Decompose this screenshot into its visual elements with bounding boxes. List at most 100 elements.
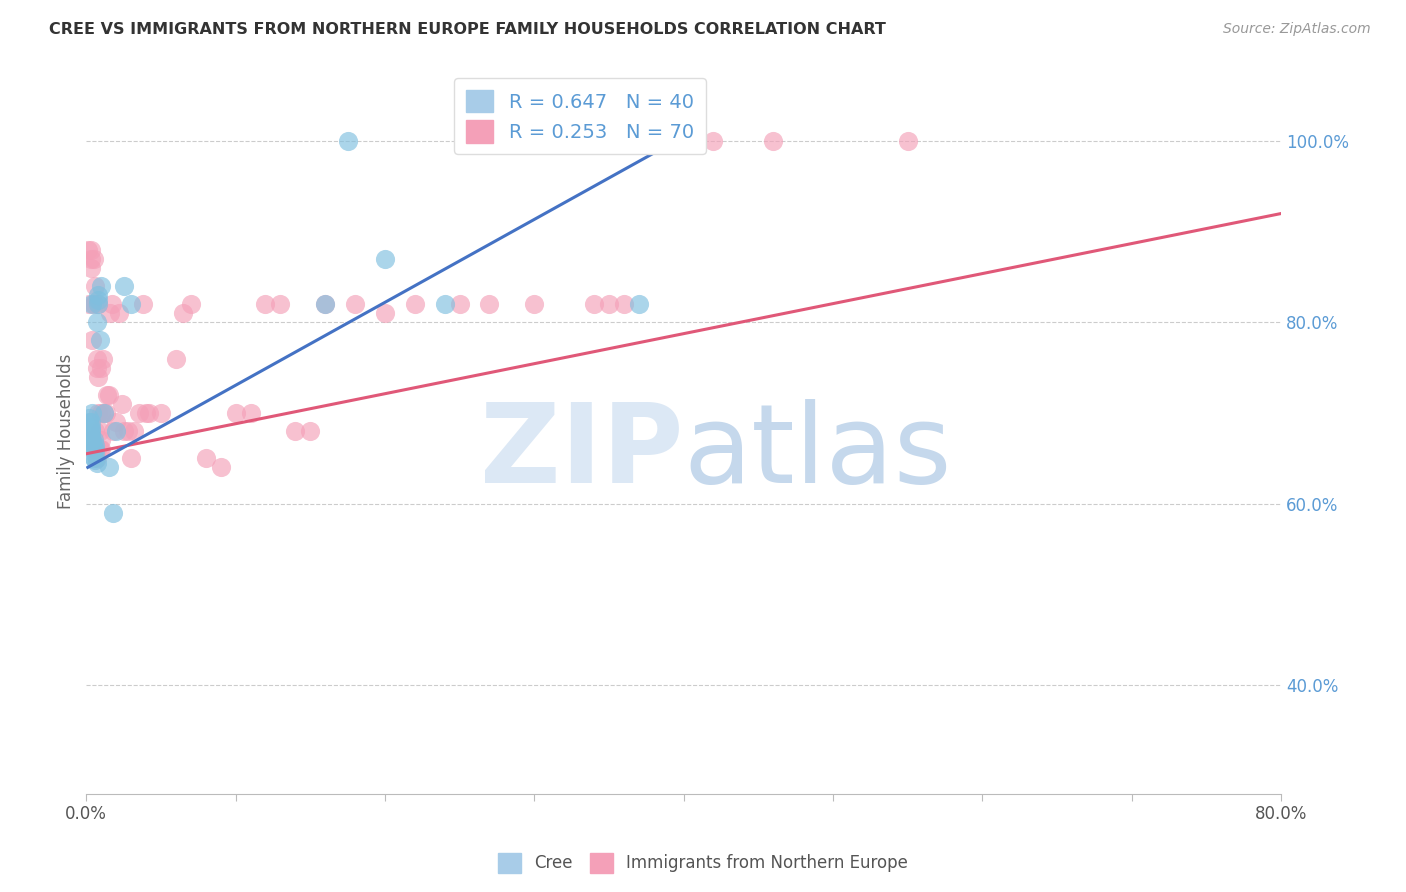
Point [135,406,157,420]
Point [239,406,262,420]
Legend: R = 0.647   N = 40, R = 0.253   N = 70: R = 0.647 N = 40, R = 0.253 N = 70 [454,78,706,154]
Point [582,297,605,311]
Point [82,334,104,348]
Point [87,406,110,420]
Point [165,351,187,366]
Point [83,252,105,266]
Point [84,453,107,467]
Point [100,297,122,311]
Point [582,134,605,148]
Point [93,406,115,420]
Point [77,410,100,425]
Point [112,424,135,438]
Point [93,406,115,420]
Point [90,279,112,293]
Point [84,447,107,461]
Point [90,360,112,375]
Point [86,451,108,466]
Point [80,419,103,434]
Point [82,434,104,449]
Y-axis label: Family Households: Family Households [58,353,75,508]
Point [122,424,145,438]
Point [897,134,920,148]
Point [128,406,150,420]
Point [80,252,103,266]
Point [138,406,160,420]
Point [87,288,110,302]
Point [84,279,107,293]
Point [108,306,131,320]
Point [101,424,124,438]
Point [762,134,785,148]
Point [89,442,111,457]
Point [80,427,103,442]
Point [87,293,110,307]
Point [84,442,107,457]
Point [97,460,120,475]
Point [404,297,426,311]
Point [96,388,118,402]
Point [478,297,501,311]
Point [91,351,114,366]
Legend: Cree, Immigrants from Northern Europe: Cree, Immigrants from Northern Europe [491,847,915,880]
Point [314,297,336,311]
Point [90,433,112,447]
Point [89,334,111,348]
Point [269,297,291,311]
Point [80,430,103,444]
Point [112,279,135,293]
Point [80,433,103,447]
Point [80,260,103,275]
Point [523,297,546,311]
Point [86,315,108,329]
Point [83,297,105,311]
Point [80,424,103,438]
Point [86,456,108,470]
Point [82,433,104,447]
Point [83,451,105,466]
Point [613,297,636,311]
Point [374,306,396,320]
Point [105,415,128,429]
Point [77,415,100,429]
Point [111,397,134,411]
Point [82,438,104,452]
Point [82,297,104,311]
Point [89,424,111,438]
Point [87,369,110,384]
Point [598,297,620,311]
Point [105,424,128,438]
Point [80,415,103,429]
Point [87,297,110,311]
Point [254,297,277,311]
Point [314,297,336,311]
Point [97,388,120,402]
Point [284,424,307,438]
Point [336,134,359,148]
Point [180,297,202,311]
Text: Source: ZipAtlas.com: Source: ZipAtlas.com [1223,22,1371,37]
Point [84,424,107,438]
Point [90,406,112,420]
Point [120,297,142,311]
Point [77,419,100,434]
Point [117,424,139,438]
Point [94,406,117,420]
Text: atlas: atlas [683,400,952,507]
Point [84,438,107,452]
Point [86,360,108,375]
Point [209,460,232,475]
Point [449,297,471,311]
Point [76,243,98,257]
Point [80,422,103,436]
Point [643,134,665,148]
Point [225,406,247,420]
Point [627,297,650,311]
Point [149,406,172,420]
Point [86,442,108,457]
Point [83,442,105,457]
Point [86,351,108,366]
Point [374,252,396,266]
Point [433,297,456,311]
Point [98,306,121,320]
